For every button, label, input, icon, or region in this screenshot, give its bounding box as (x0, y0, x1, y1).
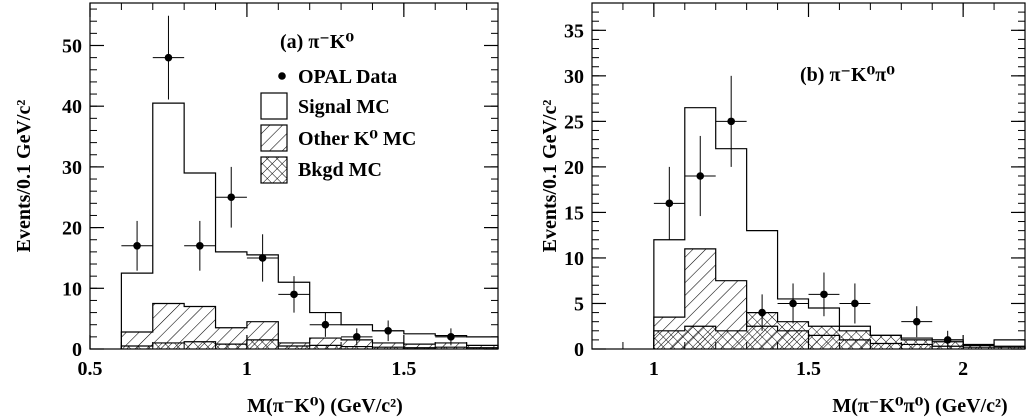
panel-b-y-tick-label: 15 (564, 202, 584, 224)
panel-a-bkgd-bar (246, 339, 279, 349)
panel-a-data-point (227, 193, 236, 202)
panel-b-y-tick-label: 10 (564, 248, 584, 270)
panel-a-other-k0-bar (152, 303, 185, 349)
panel-a-data-point (352, 333, 361, 341)
panel-a-x-tick-label: 1 (242, 358, 252, 380)
panel-a-bkgd-bar (215, 344, 247, 349)
panel-b-bkgd-bar (684, 326, 716, 349)
panel-a-y-tick-label: 40 (62, 96, 82, 118)
panel-b-bkgd-bar (870, 335, 902, 349)
panel-a-bkgd-bar (278, 345, 310, 349)
panel-b-x-axis-label: M(π⁻K⁰π⁰) (GeV/c²) (832, 395, 1007, 417)
legend-bkgd-swatch (260, 156, 288, 184)
panel-a-y-tick-label: 10 (62, 278, 82, 300)
panel-b-bkgd-bar (963, 345, 995, 349)
panel-b-data-point (820, 290, 828, 299)
panel-b-data-point (665, 199, 674, 208)
panel-b-data-point (912, 317, 921, 326)
panel-a-other-k0-bar (121, 332, 153, 349)
legend-signal-swatch (260, 92, 288, 120)
panel-b-x-tick-label: 1 (649, 358, 659, 380)
panel-a-bkgd-bar (121, 345, 153, 349)
panel-a-bkgd-bar (152, 342, 185, 349)
panel-b-data-point (696, 172, 705, 180)
panel-b-y-tick-label: 5 (574, 293, 584, 315)
panel-a-y-tick-label: 0 (72, 339, 82, 361)
panel-b-y-tick-label: 0 (574, 339, 584, 361)
panel-a-bkgd-bar (435, 347, 467, 349)
panel-a-x-tick-label: 1.5 (391, 358, 416, 380)
panel-a-bkgd-bar (341, 346, 373, 349)
legend-entry-signal: Signal MC (298, 96, 390, 118)
panel-b-y-tick-label: 20 (564, 157, 584, 179)
panel-b-bkgd-bar (715, 330, 747, 349)
panel-a-data-point (384, 326, 392, 335)
panel-a-plot-area (120, 15, 499, 349)
panel-b-data-point (789, 299, 797, 308)
panel-a-other-k0-bar (309, 338, 342, 349)
legend-data-marker (278, 72, 286, 80)
panel-b-data-point (943, 336, 952, 344)
panel-b-bkgd-bar (901, 339, 933, 349)
panel-a-bkgd-bar (372, 347, 404, 349)
panel-b-x-tick-label: 2 (958, 358, 968, 380)
panel-a-bkgd-bar (309, 345, 342, 349)
panel-b-bkgd-bar (808, 326, 840, 349)
panel-b-y-tick-label: 35 (564, 20, 584, 42)
panel-a-x-tick-label: 0.5 (78, 358, 103, 380)
panel-b-bkgd-bar (777, 321, 809, 349)
panel-a-data-point (447, 333, 455, 341)
panel-a: (a) π⁻K⁰ M(π⁻K⁰) (GeV/c²) Events/0.1 GeV… (13, 2, 499, 417)
panel-a-y-tick-label: 50 (62, 35, 82, 57)
panel-a-y-tick-label: 30 (62, 157, 82, 179)
panel-a-data-point (133, 242, 141, 250)
panel-a-data-point (196, 242, 204, 250)
panel-a-data-point (258, 254, 267, 262)
panel-a-other-k0-bar (372, 342, 404, 349)
legend-entry-bkgd: Bkgd MC (298, 159, 382, 181)
panel-a-data-point (321, 320, 330, 329)
panel-b-bkgd-bar (994, 346, 1025, 349)
panel-a-signal-outline (120, 102, 499, 349)
panel-a-bkgd-bar (184, 341, 216, 349)
panel-a-other-k0-bar (466, 345, 498, 349)
panel-b-x-tick-label: 1.5 (796, 358, 821, 380)
legend: OPAL Data Signal MC Other K⁰ MC Bkgd MC (260, 66, 416, 184)
panel-b-y-axis-label: Events/0.1 GeV/c² (539, 100, 561, 253)
panel-a-data-point (164, 53, 173, 62)
panel-b-data-point (758, 308, 766, 317)
panel-b-bkgd-bar (839, 330, 871, 349)
legend-entry-other-k0: Other K⁰ MC (298, 128, 416, 150)
legend-entry-data: OPAL Data (298, 66, 397, 88)
panel-a-other-k0-bar (435, 342, 467, 349)
panel-a-frame (89, 2, 499, 350)
panel-a-other-k0-bar (403, 344, 436, 349)
panel-b-data-point (851, 299, 859, 308)
panel-b-bkgd-bar (653, 330, 685, 349)
panel-b-plot-area (653, 75, 1026, 349)
panel-a-data-point (290, 290, 298, 299)
panel-a-bkgd-bar (403, 347, 436, 349)
panel-b-title: (b) π⁻K⁰π⁰ (800, 64, 895, 86)
panel-a-x-axis-label: M(π⁻K⁰) (GeV/c²) (247, 395, 403, 417)
panel-a-bkgd-bar (466, 347, 498, 349)
panel-b-data-point (727, 117, 735, 126)
panel-b-y-tick-label: 25 (564, 111, 584, 133)
panel-b: (b) π⁻K⁰π⁰ M(π⁻K⁰π⁰) (GeV/c²) Events/0.1… (539, 2, 1026, 417)
panel-b-y-tick-label: 30 (564, 66, 584, 88)
panel-a-y-axis-label: Events/0.1 GeV/c² (13, 100, 35, 253)
panel-b-signal-bar (994, 339, 1025, 349)
panel-a-y-tick-label: 20 (62, 218, 82, 240)
legend-other-k0-swatch (260, 124, 288, 152)
panel-a-title: (a) π⁻K⁰ (280, 31, 354, 53)
